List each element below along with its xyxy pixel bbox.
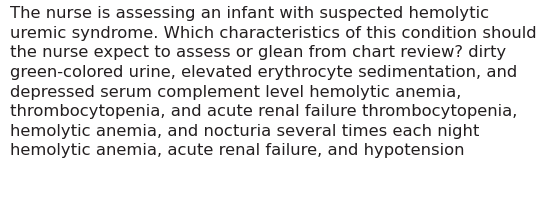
Text: The nurse is assessing an infant with suspected hemolytic
uremic syndrome. Which: The nurse is assessing an infant with su… [10, 6, 537, 158]
